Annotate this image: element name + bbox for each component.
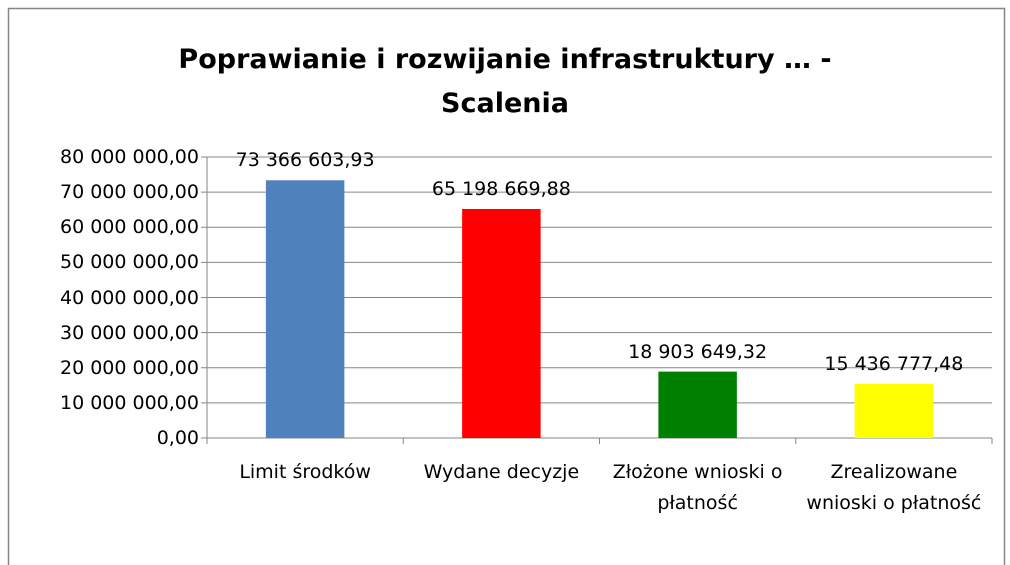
y-tick-label: 70 000 000,00 (59, 181, 199, 204)
x-tick-label: Limit środków (239, 461, 371, 483)
value-label: 73 366 603,93 (235, 149, 375, 172)
bar (658, 371, 737, 438)
value-label: 15 436 777,48 (824, 352, 964, 375)
bar (265, 180, 345, 438)
y-tick-label: 30 000 000,00 (59, 321, 199, 344)
x-tick-label: Złożone wnioski o płatność (612, 461, 783, 514)
y-tick-label: 20 000 000,00 (59, 356, 199, 379)
y-tick-label: 40 000 000,00 (59, 286, 199, 309)
y-tick-label: 50 000 000,00 (59, 251, 199, 274)
bar (462, 208, 541, 438)
y-tick-label: 0,00 (156, 427, 199, 449)
bar (854, 383, 934, 438)
y-tick-label: 10 000 000,00 (59, 391, 199, 414)
x-tick-label: Zrealizowane wnioski o płatność (806, 461, 982, 514)
value-label: 18 903 649,32 (628, 340, 768, 363)
value-label: 65 198 669,88 (431, 177, 571, 200)
y-tick-label: 80 000 000,00 (59, 146, 199, 168)
chart-title: Poprawianie i rozwijanie infrastruktury … (178, 44, 832, 119)
x-tick-label: Wydane decyzje (423, 461, 580, 483)
y-tick-label: 60 000 000,00 (59, 216, 199, 239)
